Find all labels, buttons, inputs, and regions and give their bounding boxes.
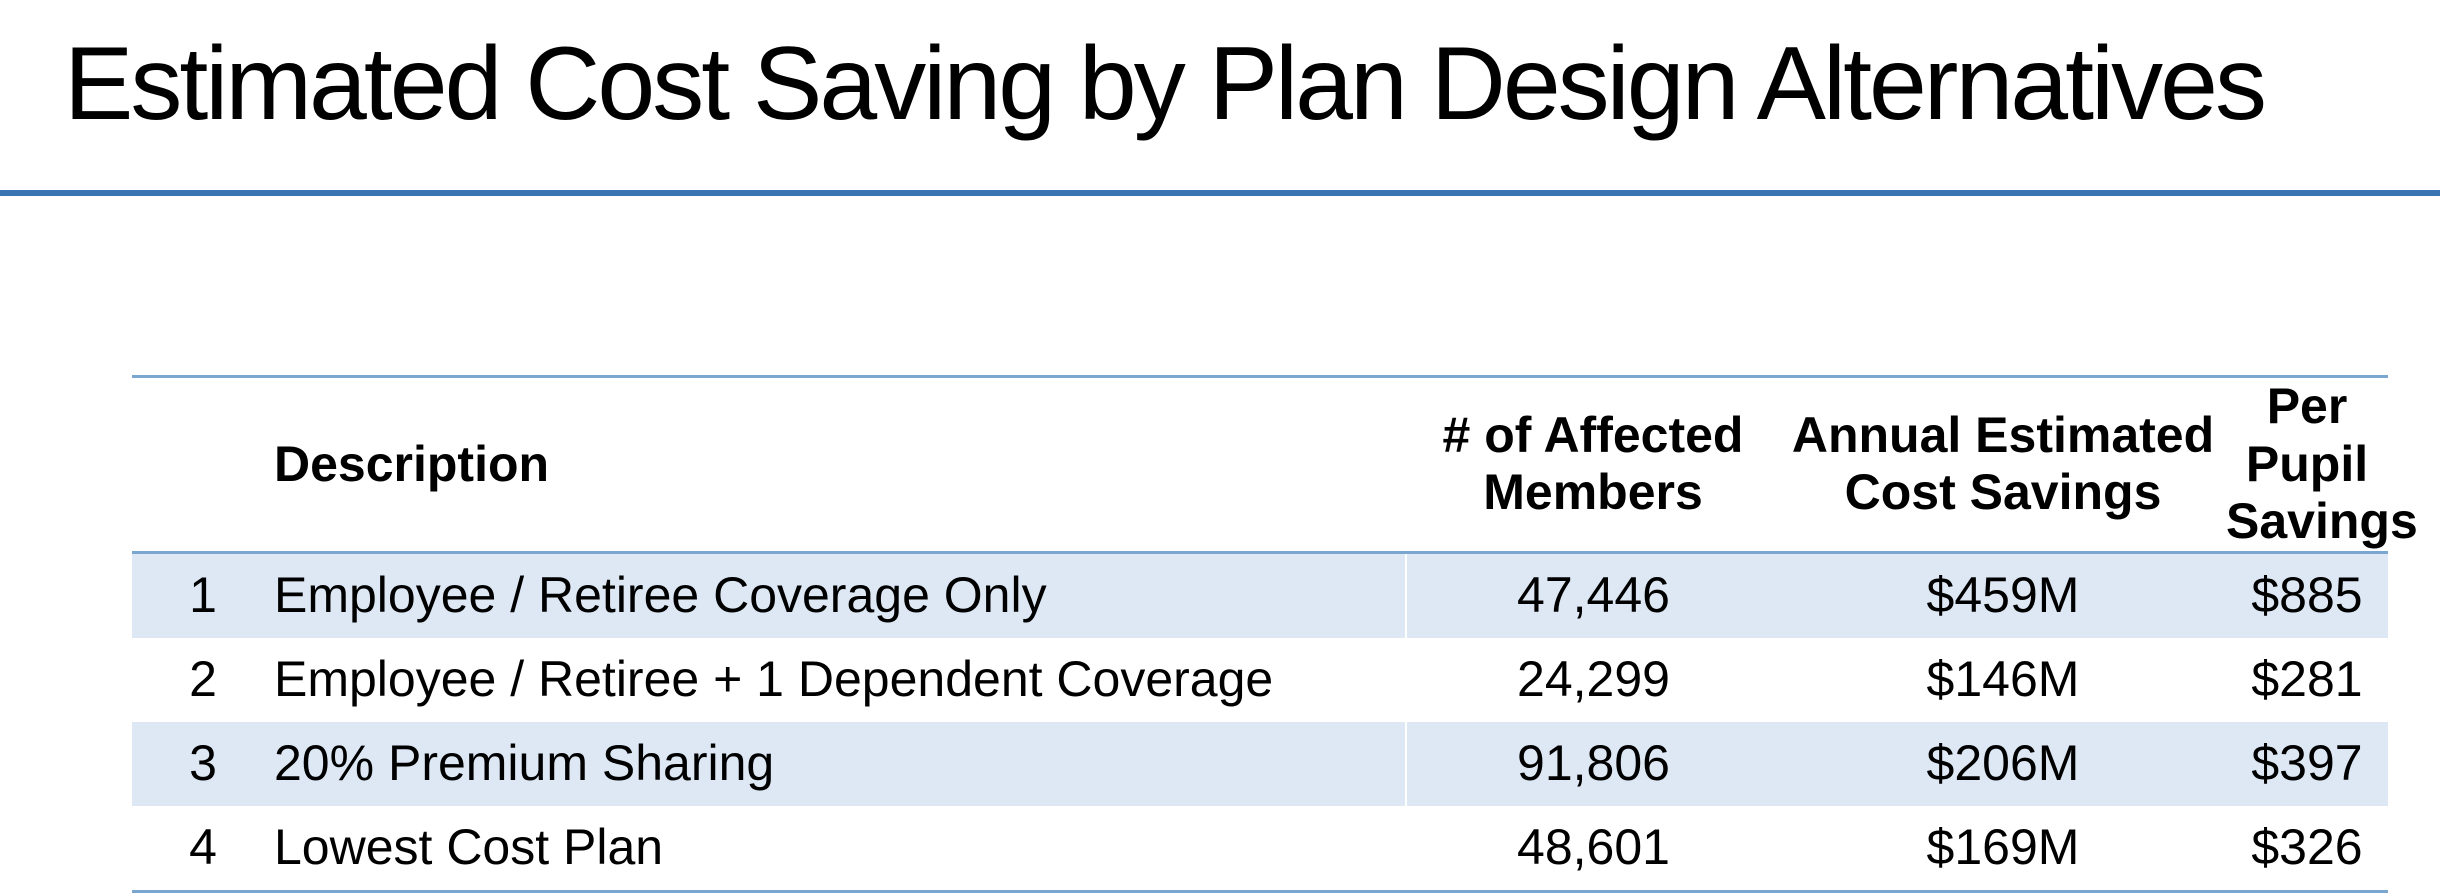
header-annual-savings-line1: Annual Estimated bbox=[1791, 406, 2215, 463]
row-description: Employee / Retiree Coverage Only bbox=[274, 552, 1407, 638]
row-annual-savings: $146M bbox=[1926, 650, 2080, 707]
row-number: 1 bbox=[132, 552, 274, 638]
table-row: 3 20% Premium Sharing 91,806 $206M $397 bbox=[132, 721, 2388, 806]
header-number bbox=[132, 375, 274, 554]
header-per-pupil-line2: Savings bbox=[2226, 493, 2418, 549]
row-number: 4 bbox=[132, 805, 274, 893]
header-per-pupil: Per Pupil Savings bbox=[2226, 375, 2418, 554]
title-divider bbox=[0, 190, 2440, 196]
row-annual-savings: $206M bbox=[1780, 721, 2226, 806]
table-row: 4 Lowest Cost Plan 48,601 $169M $326 bbox=[132, 805, 2388, 893]
table-row: 2 Employee / Retiree + 1 Dependent Cover… bbox=[132, 637, 2388, 722]
header-description: Description bbox=[274, 375, 1406, 554]
row-description: 20% Premium Sharing bbox=[274, 721, 1407, 806]
row-affected-members: 91,806 bbox=[1406, 721, 1780, 806]
row-per-pupil-savings: $885 bbox=[2226, 552, 2388, 638]
table-row: 1 Employee / Retiree Coverage Only 47,44… bbox=[132, 552, 2388, 638]
header-affected-members-line2: Members bbox=[1483, 464, 1703, 521]
page-title: Estimated Cost Saving by Plan Design Alt… bbox=[64, 26, 2267, 142]
row-number: 3 bbox=[132, 721, 274, 806]
row-description: Lowest Cost Plan bbox=[274, 805, 1407, 893]
table-body: 1 Employee / Retiree Coverage Only 47,44… bbox=[132, 552, 2388, 893]
row-per-pupil-savings: $281 bbox=[2251, 650, 2363, 707]
header-affected-members: # of Affected Members bbox=[1406, 375, 1780, 554]
savings-table: Description # of Affected Members Annual … bbox=[132, 375, 2418, 893]
header-per-pupil-line1: Per Pupil bbox=[2245, 378, 2369, 492]
row-annual-savings: $459M bbox=[1780, 552, 2226, 638]
row-per-pupil-savings: $326 bbox=[2226, 805, 2388, 893]
row-affected-members: 48,601 bbox=[1406, 805, 1780, 893]
header-row: Description # of Affected Members Annual … bbox=[132, 375, 2418, 554]
row-annual-savings: $169M bbox=[1780, 805, 2226, 893]
savings-table-container: Description # of Affected Members Annual … bbox=[132, 375, 2418, 893]
table-header: Description # of Affected Members Annual … bbox=[132, 375, 2418, 554]
row-description: Employee / Retiree + 1 Dependent Coverag… bbox=[274, 637, 1407, 722]
header-annual-savings: Annual Estimated Cost Savings bbox=[1780, 375, 2226, 554]
header-annual-savings-line2: Cost Savings bbox=[1844, 464, 2162, 521]
row-affected-members: 47,446 bbox=[1406, 552, 1780, 638]
row-affected-members: 24,299 bbox=[1517, 650, 1670, 707]
header-affected-members-line1: # of Affected bbox=[1442, 406, 1744, 463]
row-per-pupil-savings: $397 bbox=[2226, 721, 2388, 806]
row-number: 2 bbox=[189, 650, 217, 707]
